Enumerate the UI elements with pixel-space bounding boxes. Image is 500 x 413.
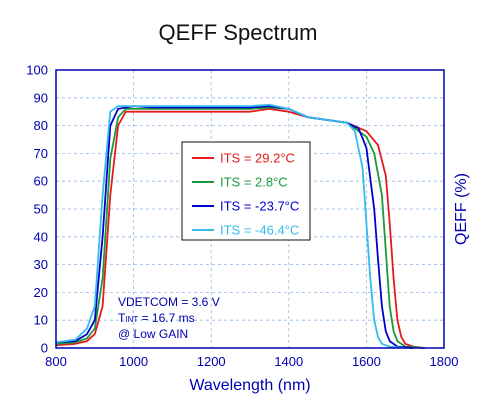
legend-entry: ITS = -23.7°C — [220, 199, 299, 214]
x-tick-label: 1400 — [274, 354, 303, 369]
legend-entry: ITS = -46.4°C — [220, 223, 299, 238]
annotation-tint: TINT = 16.7 ms — [118, 311, 195, 325]
annotation-block: VDETCOM = 3.6 V TINT = 16.7 ms @ Low GAI… — [118, 295, 220, 341]
legend: ITS = 29.2°C ITS = 2.8°C ITS = -23.7°C ITS … — [181, 141, 311, 241]
x-tick-label: 1200 — [197, 354, 226, 369]
annotation-vdet: VDETCOM = 3.6 V — [118, 295, 220, 309]
legend-entry: ITS = 29.2°C — [220, 151, 295, 166]
annotation-tint-main: T — [118, 311, 126, 325]
y-tick-label: 100 — [26, 63, 48, 78]
series-line-0 — [55, 108, 425, 349]
plot-frame — [55, 69, 445, 349]
y-tick-label: 80 — [34, 118, 48, 133]
series-line-2 — [55, 105, 414, 349]
y-tick-label: 90 — [34, 90, 48, 105]
annotation-gain: @ Low GAIN — [118, 327, 188, 341]
series-line-3 — [55, 103, 406, 349]
x-tick-label: 1000 — [119, 354, 148, 369]
y-axis-label: QEFF (%) — [453, 173, 470, 245]
y-tick-labels: 0 10 20 30 40 50 60 70 80 90 100 — [26, 63, 48, 356]
chart-title: QEFF Spectrum — [159, 20, 318, 45]
legend-entry: ITS = 2.8°C — [220, 175, 288, 190]
y-tick-label: 60 — [34, 174, 48, 189]
y-tick-label: 20 — [34, 285, 48, 300]
series-line-1 — [55, 106, 425, 349]
y-tick-label: 40 — [34, 229, 48, 244]
annotation-tint-sub: INT — [125, 315, 138, 324]
series-layer — [55, 103, 425, 349]
y-tick-label: 0 — [41, 341, 48, 356]
x-axis-label: Wavelength (nm) — [189, 377, 310, 394]
annotation-tint-rest: = 16.7 ms — [138, 311, 194, 325]
y-tick-label: 10 — [34, 313, 48, 328]
x-tick-label: 1800 — [430, 354, 459, 369]
legend-items: ITS = 29.2°C ITS = 2.8°C ITS = -23.7°C ITS … — [192, 151, 299, 238]
y-tick-label: 30 — [34, 257, 48, 272]
x-tick-label: 1600 — [352, 354, 381, 369]
x-tick-labels: 800 1000 1200 1400 1600 1800 — [45, 354, 458, 369]
x-tick-label: 800 — [45, 354, 67, 369]
y-tick-label: 70 — [34, 146, 48, 161]
y-tick-label: 50 — [34, 202, 48, 217]
